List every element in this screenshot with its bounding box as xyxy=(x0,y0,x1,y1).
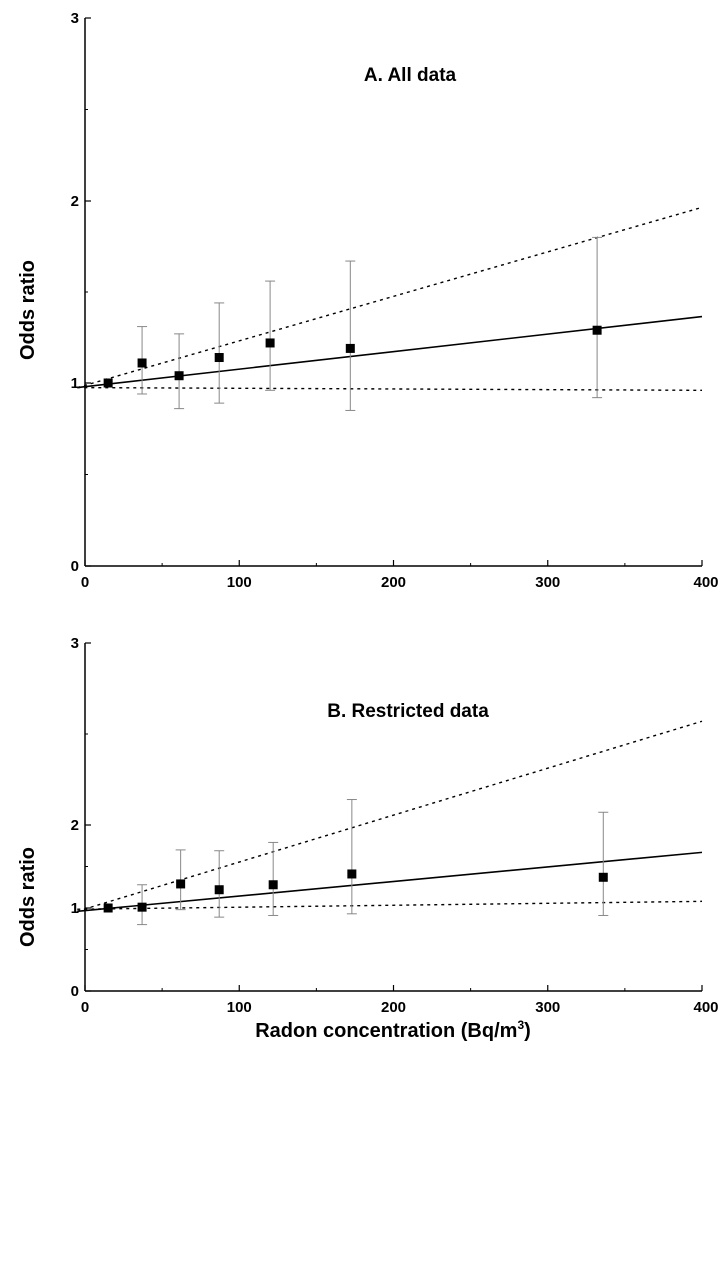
x-tick-label: 200 xyxy=(381,574,406,591)
x-axis-label: Radon concentration (Bq/m3) xyxy=(255,1018,531,1042)
x-tick-label: 100 xyxy=(227,574,252,591)
x-tick-label: 300 xyxy=(535,574,560,591)
panel-title: A. All data xyxy=(364,65,457,86)
data-point xyxy=(137,902,147,912)
y-tick-label: 2 xyxy=(71,817,79,834)
data-point xyxy=(347,869,357,879)
data-point xyxy=(174,371,184,381)
data-point xyxy=(103,378,113,388)
data-point xyxy=(214,885,224,895)
confidence-bound-line xyxy=(77,206,703,389)
y-tick-label: 1 xyxy=(71,900,79,917)
data-point xyxy=(137,358,147,368)
y-tick-label: 3 xyxy=(71,635,79,652)
data-point xyxy=(345,343,355,353)
data-point xyxy=(592,325,602,335)
data-point xyxy=(176,879,186,889)
data-point xyxy=(268,880,278,890)
y-axis-label: Odds ratio xyxy=(17,847,39,947)
x-tick-label: 400 xyxy=(693,574,718,591)
data-point xyxy=(265,338,275,348)
data-point xyxy=(103,903,113,913)
fit-line xyxy=(77,315,703,389)
data-point xyxy=(598,872,608,882)
x-tick-label: 300 xyxy=(535,999,560,1016)
y-axis-label: Odds ratio xyxy=(17,260,39,360)
x-tick-label: 0 xyxy=(81,574,89,591)
y-tick-label: 0 xyxy=(71,983,79,1000)
x-tick-label: 400 xyxy=(693,999,718,1016)
confidence-bound-line xyxy=(77,900,703,910)
fit-line xyxy=(77,851,703,913)
y-tick-label: 2 xyxy=(71,193,79,210)
y-tick-label: 1 xyxy=(71,375,79,392)
panel-a: 0 1 2 3 0 100 200 300 400 A. All data Odds ratio xyxy=(17,10,719,591)
data-point xyxy=(214,353,224,363)
y-tick-label: 3 xyxy=(71,10,79,27)
x-tick-label: 200 xyxy=(381,999,406,1016)
confidence-bound-line xyxy=(77,386,703,392)
x-tick-label: 100 xyxy=(227,999,252,1016)
x-tick-label: 0 xyxy=(81,999,89,1016)
panel-b: 0 1 2 3 0 100 200 300 400 B. Restricted data Odds … xyxy=(17,635,719,1042)
y-tick-label: 0 xyxy=(71,558,79,575)
panel-title: B. Restricted data xyxy=(327,701,489,722)
confidence-bound-line xyxy=(77,720,703,912)
